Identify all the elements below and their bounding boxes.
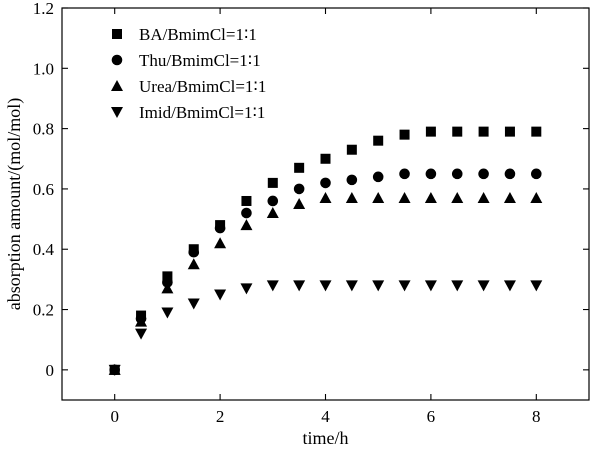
y-tick-label: 0.2 (33, 301, 54, 320)
legend-marker (111, 80, 123, 91)
data-point (373, 135, 384, 146)
y-tick-label: 1.0 (33, 59, 54, 78)
x-axis-label: time/h (303, 428, 349, 448)
data-point (478, 126, 489, 137)
data-point (531, 168, 542, 180)
legend-label: Thu/BmimCl=1∶1 (139, 51, 261, 70)
data-point (530, 191, 543, 203)
data-point (398, 191, 411, 203)
x-tick-label: 8 (532, 407, 541, 426)
data-point (240, 219, 253, 231)
legend-label: Urea/BmimCl=1∶1 (139, 77, 266, 96)
y-tick-label: 0 (46, 361, 55, 380)
y-tick-label: 1.2 (33, 0, 54, 18)
data-point (319, 191, 332, 203)
data-point (504, 168, 516, 180)
data-point (240, 283, 253, 295)
x-tick-label: 4 (321, 407, 330, 426)
y-axis-label: absorption amount/(mol/mol) (4, 98, 25, 310)
data-point (162, 271, 173, 282)
axis-ticks: 0 2 4 6 8 0 0.2 0.4 0.6 0.8 1.0 1.2 (33, 0, 589, 426)
data-point (320, 177, 331, 189)
data-point (424, 191, 437, 203)
legend-item: Imid/BmimCl=1∶1 (111, 103, 265, 122)
legend-item: Thu/BmimCl=1∶1 (111, 51, 261, 70)
data-point (345, 280, 358, 292)
data-point (425, 126, 436, 137)
x-tick-label: 6 (427, 407, 436, 426)
y-tick-label: 0.8 (33, 120, 54, 139)
data-point (266, 280, 279, 292)
x-tick-label: 0 (110, 407, 119, 426)
data-point (477, 280, 490, 292)
legend-marker (112, 29, 122, 39)
data-point (530, 280, 543, 292)
data-point (294, 162, 305, 173)
series-triangle-up (108, 191, 543, 375)
data-point (478, 168, 489, 180)
data-point (452, 126, 463, 137)
data-point (372, 191, 385, 203)
series-triangle-down (108, 280, 543, 376)
data-point (503, 280, 516, 292)
data-point (372, 171, 384, 183)
data-point (399, 168, 410, 180)
y-tick-label: 0.6 (33, 180, 54, 199)
x-tick-label: 2 (216, 407, 225, 426)
data-point (135, 315, 148, 327)
data-point (320, 153, 331, 164)
data-point (424, 280, 437, 292)
legend-label: BA/BmimCl=1∶1 (139, 25, 257, 44)
legend-marker (111, 107, 123, 118)
data-point (346, 144, 357, 155)
data-point (319, 280, 332, 292)
data-point (241, 207, 252, 219)
data-point (372, 280, 385, 292)
data-point (503, 191, 516, 203)
data-point (477, 191, 490, 203)
data-point (108, 364, 121, 376)
data-point (346, 174, 358, 186)
legend-item: Urea/BmimCl=1∶1 (111, 77, 266, 96)
legend-item: BA/BmimCl=1∶1 (112, 25, 257, 44)
data-point (504, 126, 515, 137)
data-point (214, 237, 227, 249)
data-point (188, 246, 200, 258)
data-point (214, 222, 226, 234)
y-tick-label: 0.4 (33, 240, 55, 259)
data-point (398, 280, 411, 292)
data-point (293, 183, 305, 195)
data-point (187, 258, 200, 270)
data-point (214, 289, 227, 301)
data-point (531, 126, 542, 137)
data-point (161, 282, 174, 294)
data-point (241, 195, 252, 206)
data-point (267, 177, 278, 188)
legend-marker (111, 54, 123, 66)
data-point (451, 168, 463, 180)
data-point (187, 298, 200, 310)
data-point (425, 168, 437, 180)
data-point (135, 328, 148, 340)
series-square (109, 126, 542, 375)
data-point (451, 280, 464, 292)
data-point (399, 129, 410, 140)
data-markers (108, 126, 543, 376)
data-point (293, 198, 306, 209)
data-point (161, 307, 174, 319)
legend: BA/BmimCl=1∶1 Thu/BmimCl=1∶1 Urea/BmimCl=1… (111, 25, 266, 122)
data-point (267, 195, 279, 207)
data-point (451, 191, 464, 203)
data-point (162, 277, 173, 288)
data-point (345, 191, 358, 203)
data-point (293, 280, 306, 292)
data-point (266, 207, 279, 219)
legend-label: Imid/BmimCl=1∶1 (139, 103, 265, 122)
